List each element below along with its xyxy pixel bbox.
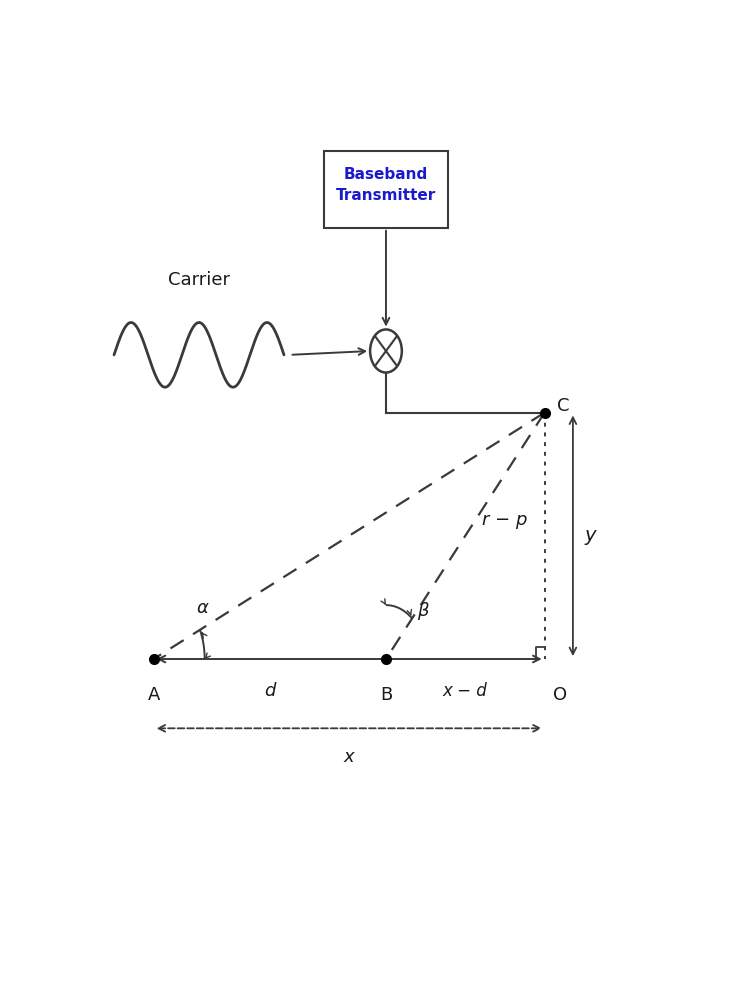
Bar (324, 151, 448, 228)
Text: B: B (380, 686, 392, 704)
Text: x: x (344, 748, 355, 766)
Text: r − p: r − p (482, 511, 528, 529)
Text: x − d: x − d (443, 682, 488, 700)
Text: y: y (584, 526, 596, 545)
Text: O: O (553, 686, 567, 704)
Text: β: β (417, 602, 428, 620)
Text: α: α (196, 599, 208, 617)
Text: d: d (264, 682, 276, 700)
Text: C: C (557, 397, 569, 415)
Text: Baseband
Transmitter: Baseband Transmitter (336, 167, 436, 203)
Text: Carrier: Carrier (168, 271, 230, 289)
Text: A: A (148, 686, 160, 704)
